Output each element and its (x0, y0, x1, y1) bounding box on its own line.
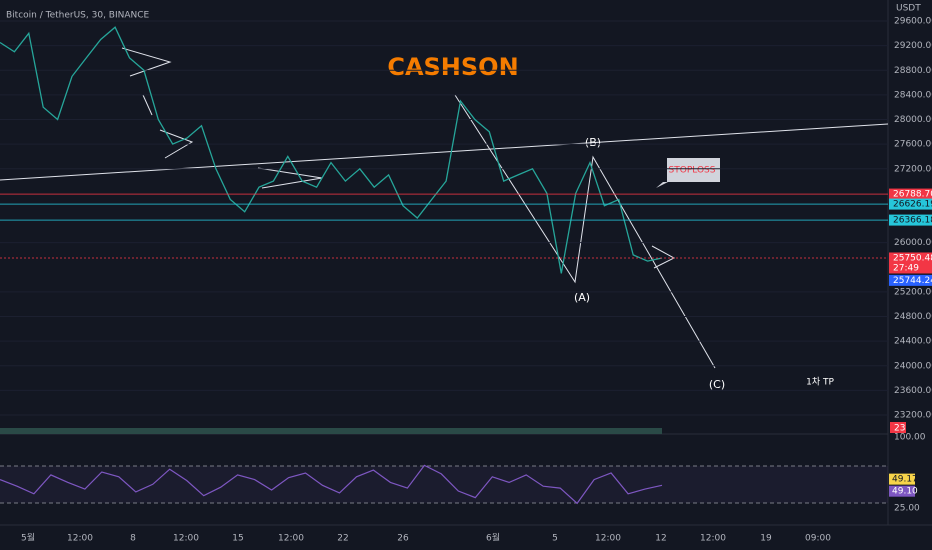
target-label: 1차 TP (806, 376, 834, 388)
price-tag (889, 198, 932, 210)
countdown: 27:49 (893, 263, 919, 273)
brand: CASHSON (387, 53, 518, 81)
price-tag-label: 26366.18 (893, 216, 932, 226)
price-label: 27200.00 (894, 164, 932, 174)
price-label: 24400.00 (894, 337, 932, 347)
time-label: 15 (232, 534, 243, 544)
price-label: 24800.00 (894, 312, 932, 322)
pattern (142, 94, 153, 116)
rsi-label: 25.00 (894, 504, 920, 514)
wave-label: (C) (709, 378, 725, 391)
currency: USDT (896, 4, 921, 14)
wave-label: (B) (585, 136, 601, 149)
time-label: 5 (552, 534, 558, 544)
rsi-label: 100.00 (894, 433, 926, 443)
trendline (0, 123, 889, 181)
price-label: 24000.00 (894, 361, 932, 371)
price-tag (889, 252, 932, 274)
price-label: 28000.00 (894, 115, 932, 125)
time-label: 12:00 (173, 534, 199, 544)
rsi-tag (889, 473, 915, 485)
time-label: 19 (760, 534, 772, 544)
price-label: 23200.00 (894, 411, 932, 421)
price-tag (889, 188, 932, 200)
stoploss-callout (656, 158, 720, 188)
price-tag (889, 214, 932, 226)
time-label: 22 (337, 534, 348, 544)
price-label: 29600.00 (894, 17, 932, 27)
stoploss-label: STOPLOSS (669, 166, 716, 176)
wave-label: (A) (574, 291, 590, 304)
pattern (159, 129, 194, 159)
price-label: 27600.00 (894, 140, 932, 150)
time-label: 12:00 (700, 534, 726, 544)
price-tag-label: 25744.24 (893, 276, 932, 286)
rsi-tag (889, 485, 915, 497)
time-label: 5월 (21, 532, 35, 544)
rsi-line (0, 464, 663, 505)
price-label: 23600.00 (894, 386, 932, 396)
price-label: 28800.00 (894, 66, 932, 76)
price-tag-label: 26788.70 (893, 190, 932, 200)
price-label: 26000.00 (894, 238, 932, 248)
time-label: 12 (655, 534, 666, 544)
rsi-band (0, 466, 888, 503)
volume-label: 23 (894, 424, 905, 434)
price-label: 28400.00 (894, 90, 932, 100)
rsi-tag-label: 49.17 (892, 475, 918, 485)
price-label: 29200.00 (894, 41, 932, 51)
time-label: 12:00 (278, 534, 304, 544)
volume-tag (890, 422, 906, 433)
time-label: 09:00 (805, 534, 831, 544)
volume-band (0, 428, 662, 434)
rsi-tag-label: 49.10 (892, 487, 918, 497)
time-label: 26 (397, 534, 409, 544)
price-tag-label: 25750.48 (893, 253, 932, 263)
wave-lines (454, 94, 716, 369)
time-label: 6월 (486, 532, 500, 544)
price-tag (889, 274, 932, 286)
pattern (121, 47, 172, 77)
time-label: 12:00 (67, 534, 93, 544)
symbol-title: Bitcoin / TetherUS, 30, BINANCE (6, 11, 150, 21)
price-label: 25200.00 (894, 287, 932, 297)
time-label: 12:00 (595, 534, 621, 544)
price-tag-label: 26626.19 (893, 200, 932, 210)
time-label: 8 (130, 534, 136, 544)
